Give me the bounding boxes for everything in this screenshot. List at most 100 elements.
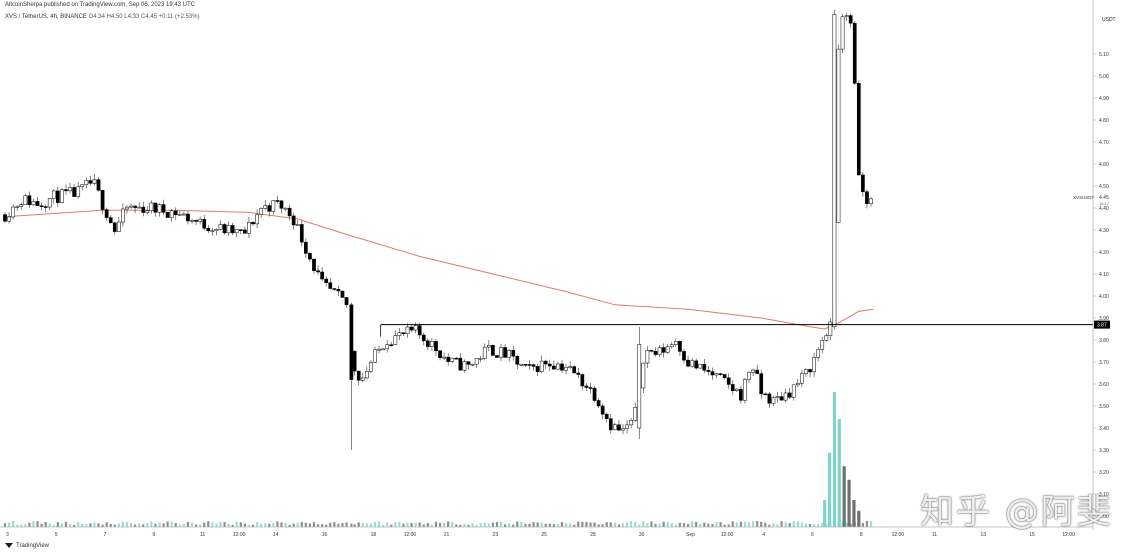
volume-bar xyxy=(841,521,844,527)
candle-body xyxy=(669,344,674,348)
candle-body xyxy=(226,225,231,234)
volume-bar xyxy=(495,522,499,527)
volume-bar xyxy=(194,524,198,527)
candle-body xyxy=(629,419,633,426)
candle-body xyxy=(580,374,585,387)
candle-body xyxy=(35,201,40,206)
candle-body xyxy=(206,228,211,232)
volume-bar xyxy=(24,523,27,527)
candle-body xyxy=(519,364,524,366)
candle-body xyxy=(714,373,719,376)
horizontal-level[interactable]: 3.87 xyxy=(380,320,1110,337)
volume-bar xyxy=(837,419,841,527)
candle-body xyxy=(698,363,703,369)
candle-body xyxy=(779,396,784,401)
candle-body xyxy=(836,48,841,223)
candle-body xyxy=(76,186,81,197)
volume-bar xyxy=(827,452,832,527)
candle-body xyxy=(352,350,357,372)
candle-body xyxy=(478,358,483,360)
volume-bar xyxy=(443,522,446,527)
volume-bar xyxy=(341,523,344,527)
volume-bar xyxy=(581,521,584,527)
candle-body xyxy=(381,348,385,351)
candle-body xyxy=(194,220,198,222)
volume-bar xyxy=(36,521,39,527)
volume-bar xyxy=(776,524,779,527)
price-tick-label: 3.20 xyxy=(1099,470,1109,476)
candle-body xyxy=(324,278,329,283)
volume-bar xyxy=(719,522,722,527)
volume-bar xyxy=(772,523,775,527)
volume-bar xyxy=(447,521,450,527)
volume-bar xyxy=(544,523,547,527)
moving-average-line xyxy=(4,209,874,330)
candle-body xyxy=(222,224,227,234)
candle-body xyxy=(747,372,751,380)
volume-bar xyxy=(524,523,527,527)
volume-bar xyxy=(7,522,11,527)
candle-body xyxy=(153,202,158,213)
candle-body xyxy=(600,405,605,415)
volume-bar xyxy=(808,524,812,527)
volume-bar xyxy=(512,524,515,527)
candle-body xyxy=(613,424,617,431)
candle-body xyxy=(434,341,438,351)
volume-bar xyxy=(312,522,316,527)
volume-bar xyxy=(292,523,295,527)
candle-body xyxy=(88,180,93,184)
volume-bar xyxy=(93,522,96,527)
candle-body xyxy=(161,204,166,213)
candle-body xyxy=(568,366,572,368)
volume-bar xyxy=(601,524,604,527)
candle-body xyxy=(369,362,373,372)
volume-bar xyxy=(365,523,368,527)
price-tick-label: 3.70 xyxy=(1099,360,1109,366)
time-tick-label: 12:00 xyxy=(721,532,734,538)
volume-bar xyxy=(674,524,677,527)
volume-bar xyxy=(686,523,690,527)
volume-bar xyxy=(325,524,328,527)
candle-body xyxy=(60,189,64,203)
candle-body xyxy=(710,371,715,376)
volume-bar xyxy=(768,524,771,527)
candle-body xyxy=(360,377,365,381)
price-tick-label: 4.70 xyxy=(1099,140,1109,146)
candle-body xyxy=(474,358,479,365)
price-tick-label: 4.30 xyxy=(1099,228,1109,234)
candle-body xyxy=(190,220,194,222)
candle-body xyxy=(165,212,170,218)
candle-body xyxy=(263,205,268,209)
time-tick-label: 12:00 xyxy=(892,532,905,538)
volume-bar xyxy=(483,522,486,527)
candle-body xyxy=(466,361,471,365)
candle-body xyxy=(125,206,129,210)
volume-bar xyxy=(3,523,7,527)
volume-bar xyxy=(536,522,539,527)
volume-bar xyxy=(321,524,324,527)
volume-bar xyxy=(410,522,413,527)
volume-bar xyxy=(625,522,629,527)
candle-body xyxy=(507,349,512,358)
candle-body xyxy=(543,360,548,365)
candle-body xyxy=(438,350,442,358)
volume-bar xyxy=(711,524,714,527)
candle-body xyxy=(214,228,219,231)
volume-bar xyxy=(455,524,458,527)
volume-bar xyxy=(451,521,454,527)
candle-body xyxy=(641,362,646,389)
volume-bar xyxy=(68,524,72,527)
candle-body xyxy=(865,191,869,204)
candle-body xyxy=(7,216,11,222)
volume-bar xyxy=(646,523,649,527)
volume-bar xyxy=(162,523,165,527)
candle-body xyxy=(413,325,418,331)
volume-bar xyxy=(548,523,551,527)
volume-bar xyxy=(272,523,275,527)
volume-bar xyxy=(764,522,767,527)
candle-body xyxy=(23,195,28,205)
tradingview-logo[interactable]: TradingView xyxy=(5,543,49,549)
volume-bar xyxy=(760,521,763,527)
candle-body xyxy=(356,370,361,381)
